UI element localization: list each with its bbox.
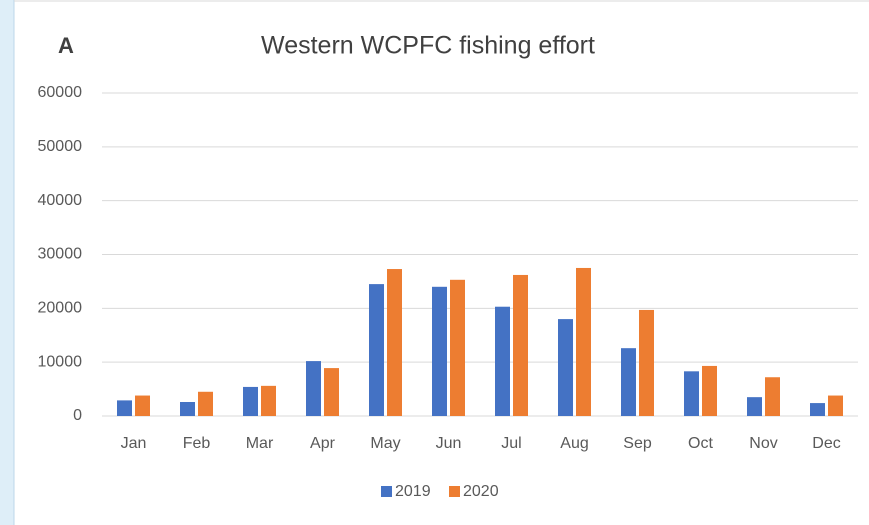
bar [702,365,717,416]
bar [495,306,510,416]
bar [432,286,447,416]
y-tick-label: 60000 [38,84,83,101]
bar [576,267,591,416]
bar [765,377,780,416]
bar [639,309,654,416]
bar [135,395,150,416]
x-tick-label: Aug [560,435,588,452]
y-tick-label: 10000 [38,353,83,370]
x-tick-label: Nov [749,435,777,452]
bar [747,397,762,416]
bar [684,371,699,416]
bar [180,402,195,416]
y-tick-label: 40000 [38,192,83,209]
bar [261,385,276,416]
panel-label: A [58,33,74,58]
legend-label: 2019 [395,483,431,500]
bar [306,361,321,416]
x-tick-label: May [370,435,400,452]
chart-title: Western WCPFC fishing effort [261,32,595,60]
bar [198,391,213,416]
bar [828,395,843,416]
bar [558,319,573,416]
legend-swatch [449,486,460,497]
x-tick-label: Sep [623,435,652,452]
y-tick-label: 30000 [38,246,83,263]
y-tick-label: 0 [73,407,82,424]
x-tick-label: Oct [688,435,713,452]
x-tick-label: Feb [183,435,211,452]
x-tick-label: Mar [246,435,274,452]
x-tick-label: Jun [436,435,462,452]
bar [387,269,402,416]
y-tick-label: 50000 [38,138,83,155]
x-tick-label: Jul [501,435,521,452]
bar [243,386,258,416]
x-tick-label: Apr [310,435,336,452]
bar [117,400,132,416]
bar [621,348,636,416]
side-strip [0,0,14,525]
legend-swatch [381,486,392,497]
bar [324,368,339,416]
x-tick-label: Jan [121,435,147,452]
bar [810,403,825,416]
y-tick-label: 20000 [38,300,83,317]
x-tick-label: Dec [812,435,840,452]
bar [369,284,384,416]
bar [450,279,465,416]
bar [513,274,528,416]
legend-label: 2020 [463,483,499,500]
